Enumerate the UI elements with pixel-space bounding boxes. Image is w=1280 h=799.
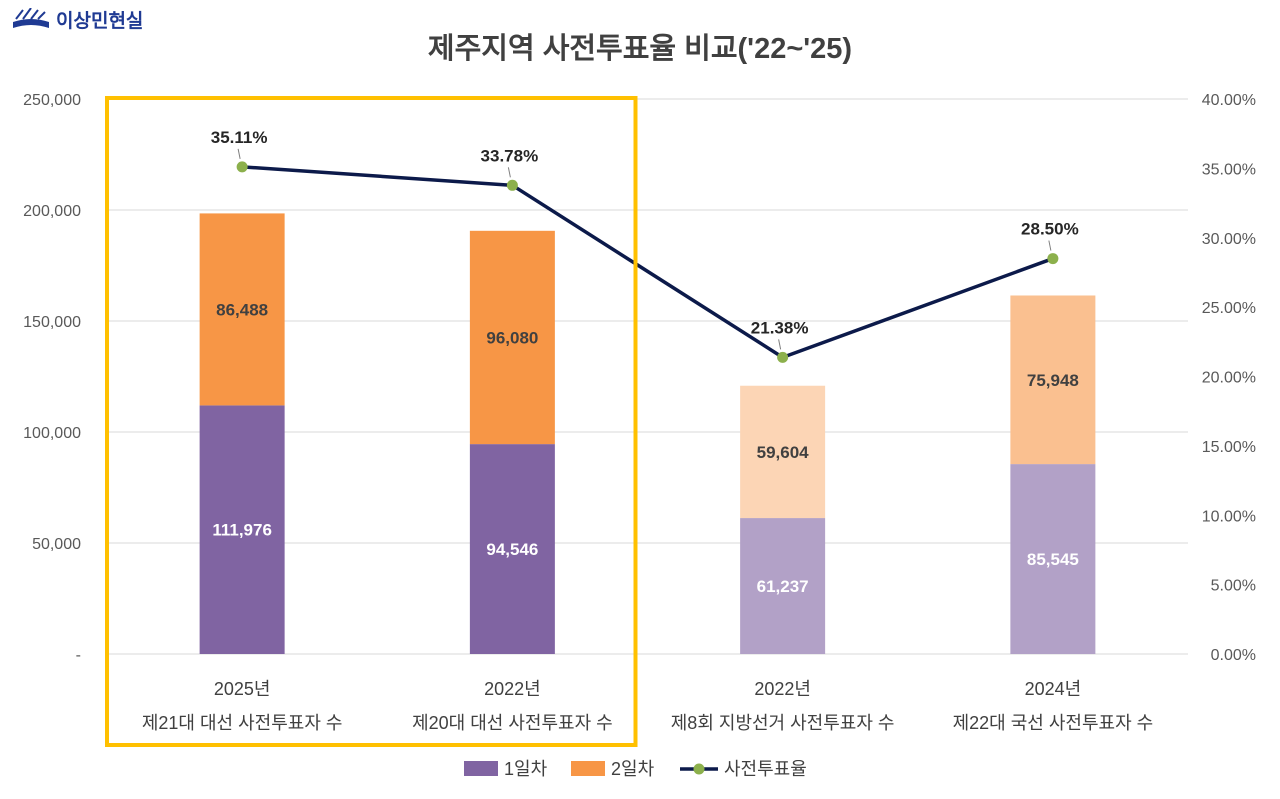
legend-label-day2: 2일차	[611, 759, 655, 779]
bar-day2-label: 96,080	[486, 328, 538, 347]
rate-label: 33.78%	[481, 146, 539, 165]
legend-swatch-day2	[571, 761, 605, 776]
y-left-tick-label: 250,000	[23, 92, 81, 109]
y-left-tick-label: 50,000	[32, 536, 81, 553]
category-label: 제20대 대선 사전투표자 수	[412, 713, 613, 733]
bar-day2	[469, 230, 555, 445]
category-year-label: 2022년	[754, 679, 811, 699]
rate-label: 28.50%	[1021, 220, 1079, 239]
bar-day2-label: 59,604	[757, 443, 810, 462]
y-right-tick-label: 0.00%	[1211, 647, 1256, 664]
brand-name: 이상민현실	[56, 10, 144, 32]
bar-day2-label: 86,488	[216, 300, 268, 319]
bar-day1	[199, 405, 285, 654]
rate-label: 35.11%	[211, 128, 268, 147]
category-year-label: 2024년	[1025, 679, 1082, 699]
rate-label: 21.38%	[751, 318, 809, 337]
y-right-tick-label: 10.00%	[1202, 508, 1256, 525]
category-year-label: 2022년	[484, 679, 541, 699]
y-right-tick-label: 25.00%	[1202, 300, 1256, 317]
y-right-tick-label: 30.00%	[1202, 231, 1256, 248]
highlight-box	[105, 96, 638, 747]
category-label: 제22대 국선 사전투표자 수	[953, 713, 1154, 733]
bar-day1-label: 61,237	[757, 577, 809, 596]
category-year-label: 2025년	[214, 679, 271, 699]
brand-logo: 이상민현실	[10, 6, 143, 33]
rate-marker	[506, 179, 518, 191]
bar-day1-label: 85,545	[1027, 550, 1079, 569]
category-label: 제21대 대선 사전투표자 수	[142, 713, 343, 733]
y-left-tick-label: 100,000	[23, 425, 81, 442]
legend-swatch-day1	[464, 761, 498, 776]
legend-marker-rate	[693, 763, 705, 775]
y-right-tick-label: 40.00%	[1202, 92, 1256, 109]
bar-day1	[469, 444, 555, 654]
bar-day2	[740, 385, 826, 519]
legend-label-day1: 1일차	[504, 759, 548, 779]
book-sun-logo-icon	[13, 7, 49, 28]
rate-line	[242, 165, 1054, 360]
bar-day2	[1010, 295, 1096, 465]
y-right-tick-label: 20.00%	[1202, 370, 1256, 387]
bar-day1	[1010, 464, 1096, 654]
rate-leader-line	[778, 339, 782, 350]
bar-day1-label: 111,976	[212, 521, 272, 540]
legend-label-rate: 사전투표율	[724, 759, 807, 779]
y-left-tick-label: 200,000	[23, 203, 81, 220]
y-left-tick-label: -	[76, 647, 81, 664]
bar-day1-label: 94,546	[486, 540, 538, 559]
y-right-tick-label: 35.00%	[1202, 161, 1256, 178]
y-right-tick-label: 5.00%	[1211, 578, 1256, 595]
y-left-tick-label: 150,000	[23, 314, 81, 331]
y-right-tick-label: 15.00%	[1202, 439, 1256, 456]
rate-marker	[1047, 253, 1059, 265]
rate-marker	[777, 351, 789, 363]
rate-leader-line	[507, 167, 511, 178]
rate-leader-line	[237, 148, 241, 159]
chart-title: 제주지역 사전투표율 비교('22~'25)	[428, 32, 852, 65]
rate-leader-line	[1048, 240, 1052, 251]
category-label: 제8회 지방선거 사전투표자 수	[671, 713, 895, 733]
bar-day1	[740, 518, 826, 654]
bar-day2	[199, 213, 285, 406]
rate-marker	[236, 161, 248, 173]
bar-day2-label: 75,948	[1027, 371, 1079, 390]
